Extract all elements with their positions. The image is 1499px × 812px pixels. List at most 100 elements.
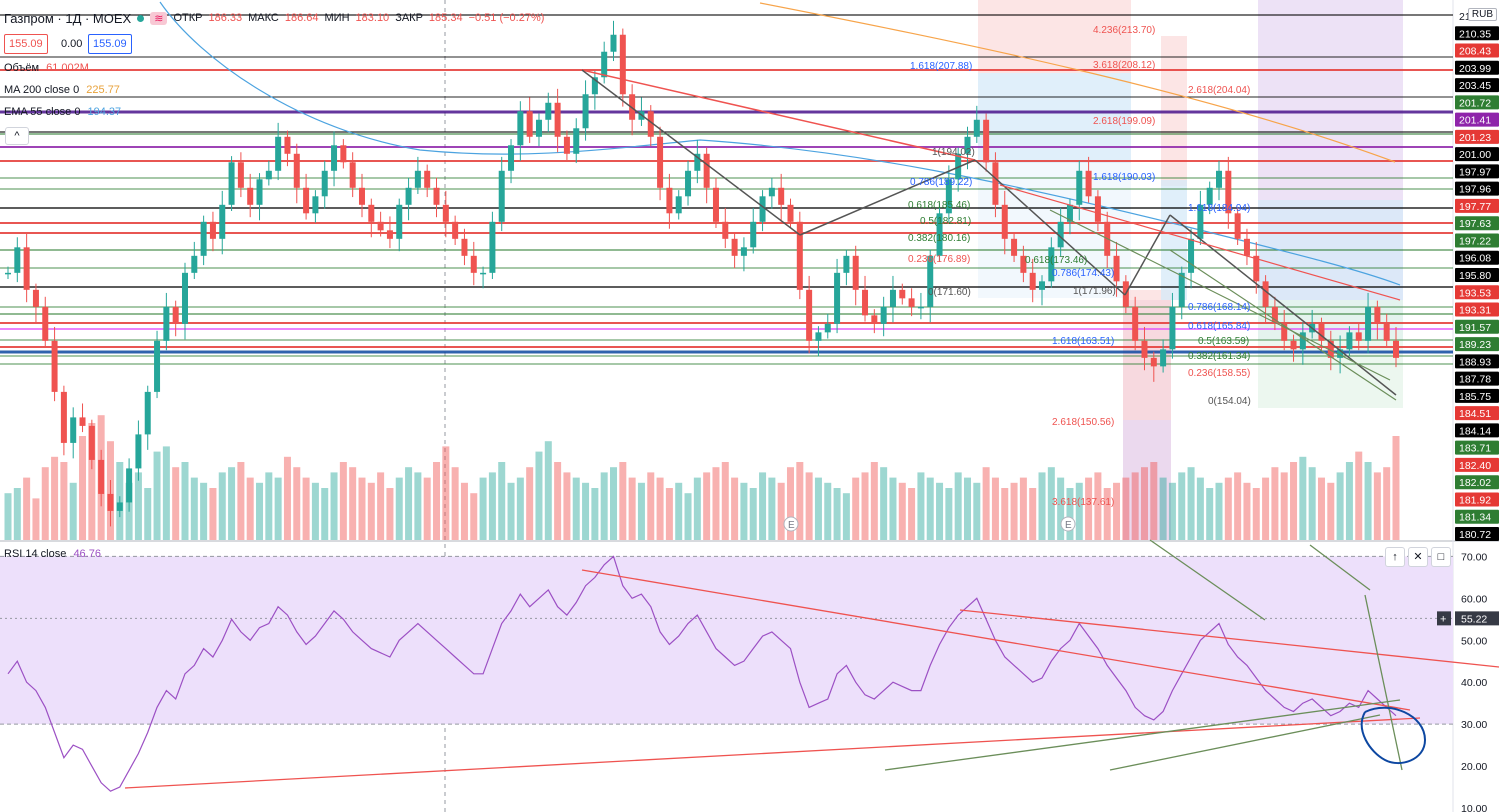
volume-bar (898, 482, 906, 540)
ma-legend[interactable]: MA 200 close 0 225.77 (4, 84, 120, 96)
maximize-pane-icon[interactable]: □ (1431, 547, 1451, 567)
price-scale-label: 181.34 (1459, 512, 1491, 524)
volume-bar (1066, 488, 1074, 540)
candle-body (116, 502, 123, 511)
price-badge (1455, 527, 1499, 541)
candle-body (815, 332, 822, 341)
rsi-scale-label: 10.00 (1461, 803, 1487, 812)
candle-body (824, 323, 831, 333)
volume-bar (544, 441, 552, 540)
hand-drawn-circle (1360, 706, 1427, 765)
rsi-trend-line (1109, 714, 1381, 771)
volume-legend[interactable]: Объём 61.002M (4, 62, 89, 74)
price-scale-label: 201.41 (1459, 115, 1491, 127)
close-pane-icon[interactable]: ✕ (1408, 547, 1428, 567)
candle-body (945, 179, 952, 214)
volume-bar (386, 488, 394, 540)
move-pane-up-icon[interactable]: ↑ (1385, 547, 1405, 567)
wave-icon[interactable]: ≋ (150, 11, 168, 25)
collapse-legend-button[interactable]: ^ (5, 127, 29, 145)
candle-body (303, 187, 310, 214)
candle-body (526, 111, 533, 137)
candle-body (98, 459, 105, 494)
price-badge (1455, 302, 1499, 317)
candle-body (1365, 306, 1372, 341)
volume-bars (4, 415, 1400, 540)
volume-bar (349, 467, 357, 540)
candle-body (1132, 306, 1139, 341)
candle-body (619, 34, 626, 95)
volume-bar (274, 477, 282, 540)
price-scale-label: 201.00 (1459, 149, 1491, 161)
rsi-band (0, 556, 1453, 725)
candle-body (657, 136, 664, 188)
fib-label: 1(194.02) (932, 147, 975, 158)
candle-body (582, 94, 589, 129)
candle-body (321, 170, 328, 197)
rsi-trend-line (959, 609, 1499, 668)
currency-label[interactable]: RUB (1467, 8, 1497, 21)
volume-bar (498, 462, 506, 540)
candle-body (219, 204, 226, 239)
volume-bar (582, 482, 590, 540)
candle-body (1337, 349, 1344, 358)
price-badge (1455, 233, 1499, 248)
fib-label: 0.5(163.59) (1198, 336, 1249, 347)
volume-bar (51, 456, 59, 540)
symbol-title[interactable]: Газпром · 1Д · MOEX (4, 10, 132, 26)
volume-bar (1187, 467, 1195, 540)
fib-zone (1123, 420, 1171, 540)
volume-bar (433, 462, 441, 540)
candle-body (191, 255, 198, 273)
fib-label: 0.5(182.81) (920, 216, 971, 227)
candle-body (1271, 306, 1278, 324)
price-badge (1455, 250, 1499, 265)
volume-bar (367, 482, 375, 540)
volume-bar (1168, 482, 1176, 540)
volume-bar (190, 477, 198, 540)
volume-bar (1364, 462, 1372, 540)
volume-bar (619, 462, 627, 540)
candle-body (796, 221, 803, 290)
price-scale-label: 185.75 (1459, 391, 1491, 403)
fib-label: 0.618(173.46) (1025, 255, 1087, 266)
volume-bar (293, 467, 301, 540)
candle-body (508, 145, 515, 171)
candle-body (489, 221, 496, 273)
volume-bar (134, 472, 142, 540)
volume-bar (759, 472, 767, 540)
volume-bar (1215, 482, 1223, 540)
volume-bar (460, 482, 468, 540)
candle-body (1001, 204, 1008, 239)
candle-body (452, 221, 459, 239)
price-badge (1455, 112, 1499, 127)
rsi-legend[interactable]: RSI 14 close 46.76 (4, 548, 101, 560)
volume-bar (246, 477, 254, 540)
price-badge (1455, 78, 1499, 93)
volume-bar (796, 462, 804, 540)
volume-bar (1224, 477, 1232, 540)
price-badge (1455, 509, 1499, 524)
sell-price-button[interactable]: 155.09 (4, 34, 48, 54)
volume-bar (88, 423, 96, 540)
volume-bar (1103, 488, 1111, 540)
ema-legend[interactable]: EMA 55 close 0 194.37 (4, 106, 121, 118)
volume-bar (1113, 482, 1121, 540)
rsi-trend-line (884, 699, 1401, 771)
candle-body (778, 187, 785, 205)
candle-body (498, 170, 505, 222)
candle-body (377, 221, 384, 231)
volume-bar (1001, 488, 1009, 540)
price-scale-label: 203.99 (1459, 63, 1491, 75)
earnings-label: E (788, 520, 795, 531)
rsi-current-badge (1455, 611, 1499, 626)
volume-bar (1029, 488, 1037, 540)
candle-body (992, 162, 999, 205)
earnings-label: E (1065, 520, 1072, 531)
candle-body (209, 221, 216, 239)
volume-bar (451, 467, 459, 540)
price-scale-label: 201.72 (1459, 97, 1491, 109)
buy-price-button[interactable]: 155.09 (88, 34, 132, 54)
volume-bar (181, 462, 189, 540)
